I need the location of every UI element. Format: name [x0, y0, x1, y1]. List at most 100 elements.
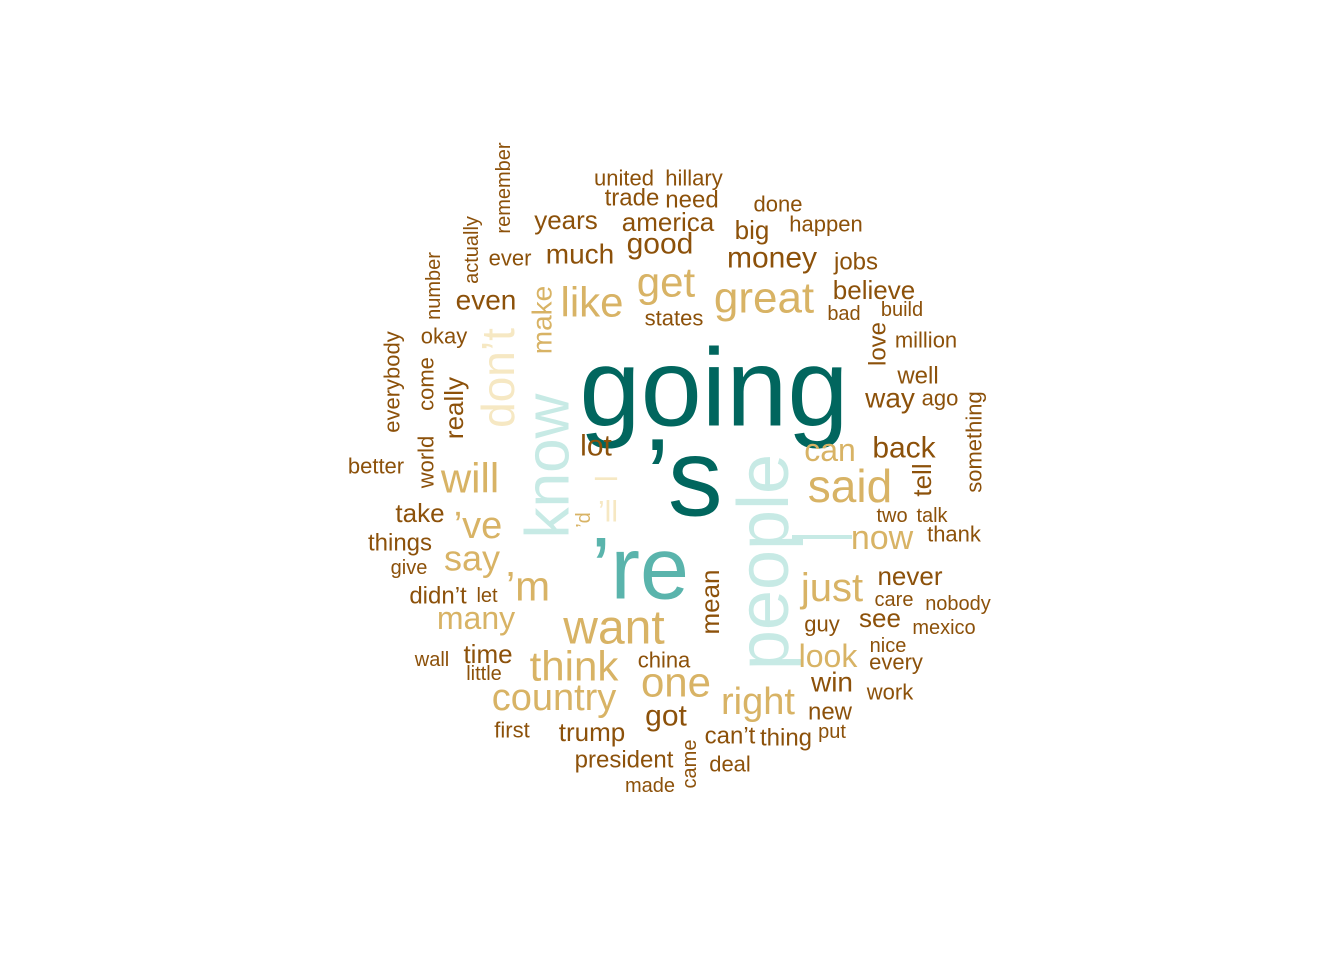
word-mean: mean: [695, 569, 725, 634]
word-ve: ’ve: [454, 505, 503, 547]
word-cant: can’t: [705, 723, 756, 750]
word-okay: okay: [421, 324, 467, 349]
word-take: take: [395, 498, 444, 528]
word-just: just: [800, 566, 863, 610]
word-now: now: [851, 519, 914, 557]
word-hillary: hillary: [665, 166, 722, 191]
word-know: know: [514, 393, 583, 538]
word-d: ’d: [573, 512, 595, 528]
word-think: think: [530, 643, 620, 690]
word-look: look: [799, 638, 859, 674]
word-build: build: [881, 299, 923, 321]
word-guy: guy: [804, 612, 839, 637]
word-didnt: didn’t: [409, 583, 467, 610]
word-back: back: [872, 432, 936, 465]
word-china: china: [638, 648, 691, 673]
word-president: president: [575, 747, 674, 774]
word-work: work: [866, 680, 914, 705]
word-made: made: [625, 775, 675, 797]
word-trump: trump: [559, 717, 625, 747]
word-win: win: [810, 667, 853, 698]
word-said: said: [808, 460, 892, 512]
word-better: better: [348, 454, 404, 479]
word-done: done: [754, 192, 803, 217]
word-happen: happen: [789, 212, 862, 237]
word-america: america: [622, 207, 715, 237]
word-little: little: [466, 663, 502, 685]
word-can: can: [804, 432, 856, 468]
word-love: love: [865, 322, 892, 366]
word-time: time: [463, 639, 512, 669]
word-dash: –: [595, 454, 618, 498]
word-need: need: [665, 187, 718, 214]
word-came: came: [679, 740, 701, 789]
word-even: even: [456, 285, 517, 316]
word-ever: ever: [489, 246, 532, 271]
word-things: things: [368, 530, 432, 557]
word-believe: believe: [833, 275, 915, 305]
word-way: way: [864, 383, 915, 414]
word-tell: tell: [907, 463, 937, 496]
word-everybody: everybody: [380, 331, 405, 433]
word-dash: —: [792, 499, 852, 566]
word-got: got: [645, 700, 687, 733]
word-care: care: [875, 589, 914, 611]
word-trade: trade: [605, 185, 660, 212]
word-ago: ago: [922, 386, 959, 411]
word-well: well: [896, 363, 938, 390]
word-much: much: [546, 239, 614, 270]
word-talk: talk: [916, 505, 948, 527]
word-bad: bad: [827, 303, 860, 325]
word-many: many: [437, 600, 515, 636]
word-mexico: mexico: [912, 617, 975, 639]
word-thank: thank: [927, 522, 982, 547]
word-right: right: [721, 681, 795, 723]
word-actually: actually: [461, 216, 483, 284]
word-m: ’m: [506, 563, 550, 610]
word-s: ’s: [645, 417, 722, 540]
word-nobody: nobody: [925, 593, 991, 615]
word-want: want: [562, 602, 664, 655]
word-number: number: [423, 252, 445, 320]
word-big: big: [735, 215, 770, 245]
word-ll: ’ll: [598, 496, 618, 529]
word-dont: don’t: [472, 328, 524, 428]
word-jobs: jobs: [833, 249, 878, 276]
word-going: going: [579, 327, 848, 450]
word-get: get: [637, 259, 696, 306]
word-give: give: [391, 557, 428, 579]
word-make: make: [527, 286, 558, 354]
word-new: new: [808, 699, 853, 726]
word-say: say: [444, 538, 500, 579]
word-states: states: [645, 306, 704, 331]
word-world: world: [414, 436, 439, 490]
word-let: let: [476, 585, 498, 607]
word-remember: remember: [493, 142, 515, 233]
word-one: one: [641, 659, 711, 706]
word-million: million: [895, 328, 957, 353]
word-first: first: [494, 718, 529, 743]
word-like: like: [560, 279, 623, 326]
word-united: united: [594, 166, 654, 191]
word-come: come: [414, 357, 439, 411]
word-people: people: [724, 454, 804, 670]
word-good: good: [627, 228, 694, 261]
word-something: something: [962, 391, 987, 493]
word-wall: wall: [414, 649, 449, 671]
word-great: great: [714, 274, 814, 323]
word-country: country: [492, 677, 617, 719]
word-deal: deal: [709, 752, 751, 777]
word-put: put: [818, 721, 846, 743]
word-every: every: [869, 650, 923, 675]
word-nice: nice: [870, 635, 907, 657]
word-re: ’re: [591, 519, 689, 618]
word-thing: thing: [760, 725, 812, 752]
word-never: never: [877, 561, 942, 591]
word-money: money: [727, 242, 817, 275]
word-years: years: [534, 205, 598, 235]
word-lot: lot: [580, 430, 612, 463]
word-two: two: [876, 505, 907, 527]
word-really: really: [439, 377, 469, 439]
word-will: will: [440, 455, 499, 502]
